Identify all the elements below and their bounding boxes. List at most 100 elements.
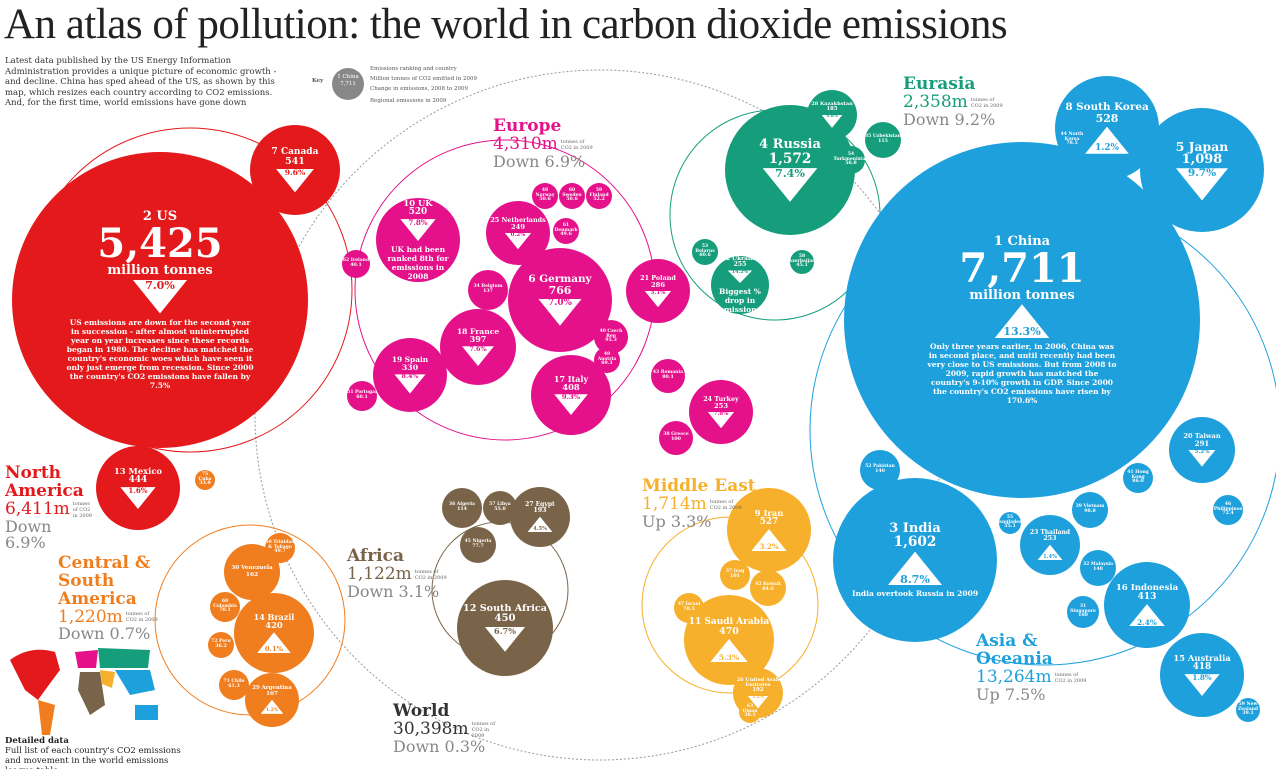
country-name: 1 China (993, 233, 1051, 249)
country-bubble (1213, 495, 1243, 525)
country-bubble (720, 560, 750, 590)
country-label-group: 6 Germany 766 7.0% (508, 248, 612, 352)
country-value: 55.1 (1004, 524, 1016, 530)
country-bubble (586, 183, 612, 209)
country-label-group: 24 Turkey 253 7.8% (689, 380, 753, 444)
country-name: 6 Germany (528, 273, 592, 286)
country-value: 78.5 (1066, 141, 1078, 147)
country-label-group: 8 South Korea 528 1.2% (1055, 76, 1159, 180)
country-bubble (532, 183, 558, 209)
region-name: Asia & Oceania (976, 631, 1053, 669)
country-value: 397 (469, 334, 487, 344)
country-label-group: 9 Iran 527 3.2% (727, 488, 811, 572)
footer: Detailed data Full list of each country'… (5, 736, 195, 769)
country-name: 31 Singapore (1070, 603, 1096, 614)
country-label-group: 5 Japan 1,098 9.7% (1140, 108, 1264, 232)
key-title: Key (312, 78, 324, 84)
country-name: 18 France (456, 326, 500, 336)
region-total: 1,714m (642, 493, 707, 514)
region-change: Down 6.9% (493, 151, 586, 171)
country-name: 28 Kazakhstan (811, 101, 853, 108)
country-bubble (210, 592, 240, 622)
country-value: 148 (1093, 566, 1103, 572)
country-value: 52.2 (593, 197, 605, 203)
region-change: Down 6.9% (5, 516, 52, 553)
country-value: 60.1 (356, 394, 368, 400)
country-value: 40.1 (350, 262, 362, 268)
country-name: 59 Finland (589, 187, 609, 198)
country-name: 51 Portugal (347, 390, 377, 396)
change-arrow: 1.4% (1037, 544, 1063, 561)
change-arrow: 1.6% (120, 487, 156, 509)
country-label-group: 1 China 7,711 million tonnes 13.3% Only thre… (844, 142, 1200, 498)
key-item: Emissions ranking and country (370, 66, 457, 72)
country-value: 50.6 (539, 197, 551, 203)
country-bubble (1080, 550, 1116, 586)
country-label-group: 75 Cuba 33.0 (195, 470, 215, 490)
region-unit: tonnes of CO2 in 2009 (471, 720, 496, 739)
country-bubble (674, 593, 704, 623)
region-name: World (393, 701, 450, 721)
change-arrow: 9.7% (1175, 168, 1229, 201)
region-label: Central & South America 1,220m tonnes of C… (58, 554, 188, 643)
change-arrow: 7.0% (538, 298, 582, 326)
country-value: 1,572 (768, 150, 812, 167)
region-total: 13,264m (976, 666, 1052, 687)
country-bubble (442, 488, 482, 528)
country-value: 140 (875, 468, 885, 474)
country-label-group: 32 Malaysia 148 (1080, 550, 1116, 586)
change-arrow: 1.2% (1085, 126, 1129, 154)
region-label: World 30,398m tonnes of CO2 in 2009 Down 0.… (393, 701, 503, 756)
country-label-group: 58 Azerbaijan 45.1 (789, 250, 816, 274)
country-name: 35 Uzbekistan (865, 134, 901, 140)
country-label-group: 42 Kuwait 84.0 (750, 570, 786, 606)
region-total-row: 30,398m tonnes of CO2 in 2009 (393, 720, 503, 739)
country-name: 23 Thailand (1029, 528, 1071, 536)
change-arrow: 1.2% (260, 699, 284, 714)
country-label-group: 17 Italy 408 9.3% (531, 355, 611, 435)
country-bubble (790, 250, 814, 274)
country-value: 527 (759, 516, 779, 527)
region-total: 1,220m (58, 606, 123, 627)
country-name: 32 Malaysia (1082, 562, 1114, 568)
region-name: Africa (347, 546, 404, 566)
change-arrow: 5.1% (644, 290, 672, 308)
country-label-group: 3 India 1,602 8.7% India overtook Russia in… (833, 478, 997, 642)
country-label-group: 26 United Arab Emirates 192 1.2% (733, 668, 783, 718)
country-bubble (195, 470, 215, 490)
change-arrow: 5.3% (710, 638, 748, 663)
country-name: 41 Hong Kong (1127, 469, 1149, 480)
country-label-group: 31 Singapore 160 (1067, 596, 1099, 628)
region-total: 4,310m (493, 133, 558, 154)
country-label-group: 13 Mexico 444 1.6% (96, 446, 180, 530)
country-value: 766 (548, 284, 572, 298)
region-name: Eurasia (903, 74, 976, 94)
country-name: 54 Turkmenistan (833, 151, 869, 162)
country-bubble (651, 359, 685, 393)
country-label-group: 53 Belarus 60.6 (692, 239, 718, 265)
country-value: 291 (1194, 439, 1210, 449)
intro: Latest data published by the US Energy I… (5, 56, 277, 108)
change-arrow: 9.6% (276, 168, 314, 193)
country-label-group: 27 Egypt 193 4.5% (510, 487, 570, 547)
region-total: 6,411m (5, 498, 70, 519)
country-name: 5 Japan (1175, 138, 1229, 154)
country-note: Only three years earlier, in 2006, China… (927, 342, 1117, 406)
country-label-group: 25 Netherlands 249 0.2% (486, 201, 550, 265)
change-arrow: 8.4% (394, 374, 426, 394)
country-value: 162 (245, 570, 259, 578)
region-unit: tonnes of CO2 in 2009 (970, 96, 1003, 109)
country-value: 185 (826, 106, 838, 113)
country-name: 63 Oman (742, 703, 758, 714)
change-arrow: 7.0% (132, 279, 188, 314)
country-name: 39 Vietnam (1075, 504, 1105, 510)
country-label-group: 2 US 5,425 million tonnes 7.0% US emissions … (12, 152, 308, 448)
country-name: 29 Argentina (252, 685, 292, 692)
country-bubble (860, 450, 900, 490)
country-value: 192 (752, 687, 764, 693)
country-name: 38 Greece (663, 432, 689, 438)
country-value: 528 (1095, 112, 1119, 126)
country-label-group: 61 Denmark 49.6 (553, 218, 579, 244)
country-label-group: 36 Algeria 114 (442, 488, 482, 528)
country-value: 418 (1192, 661, 1212, 672)
